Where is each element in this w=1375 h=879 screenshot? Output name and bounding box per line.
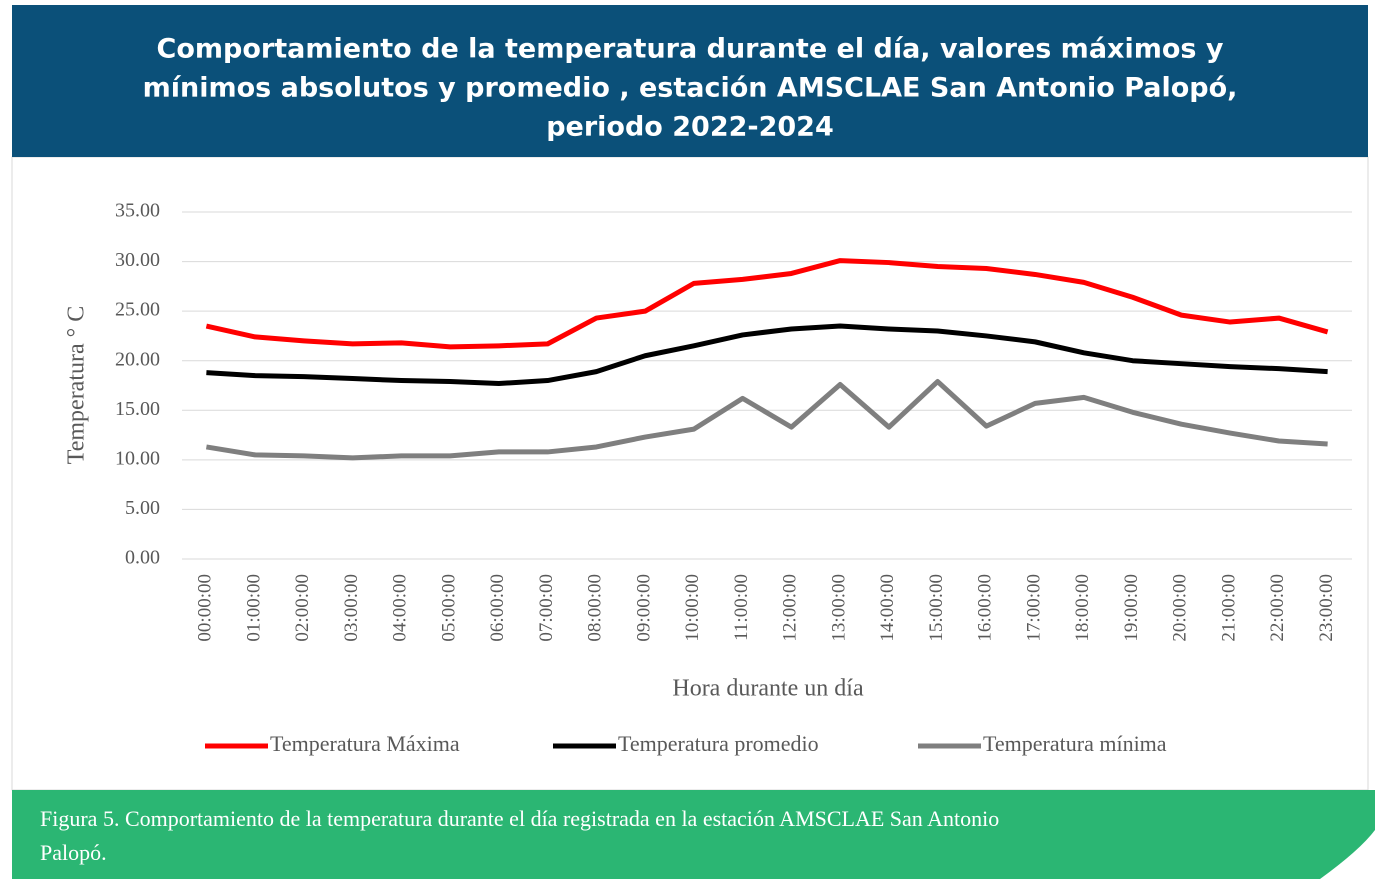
x-tick-label: 13:00:00 (828, 574, 849, 642)
x-tick-label: 19:00:00 (1121, 574, 1142, 642)
x-tick-label: 07:00:00 (536, 574, 557, 642)
series-line (205, 379, 1328, 461)
legend-label: Temperatura Máxima (270, 731, 460, 756)
x-tick-label: 10:00:00 (682, 574, 703, 642)
x-tick-label: 17:00:00 (1023, 574, 1044, 642)
chart-title: Comportamiento de la temperatura durante… (157, 34, 1224, 65)
x-tick-label: 15:00:00 (926, 574, 947, 642)
caption: Palopó. (40, 840, 107, 865)
legend-label: Temperatura promedio (618, 731, 819, 756)
x-tick-label: 21:00:00 (1218, 574, 1239, 642)
x-tick-label: 04:00:00 (390, 574, 411, 642)
y-tick-label: 0.00 (125, 547, 160, 569)
caption-band (12, 790, 1375, 879)
y-tick-label: 15.00 (115, 398, 160, 420)
x-tick-label: 02:00:00 (292, 574, 313, 642)
chart-frame (11, 156, 1369, 791)
x-axis-label: Hora durante un día (672, 676, 864, 702)
x-tick-label: 12:00:00 (780, 574, 801, 642)
x-tick-label: 05:00:00 (438, 574, 459, 642)
y-tick-label: 30.00 (115, 249, 160, 271)
y-tick-label: 20.00 (115, 348, 160, 370)
x-tick-label: 08:00:00 (585, 574, 606, 642)
x-tick-label: 06:00:00 (487, 574, 508, 642)
x-tick-label: 18:00:00 (1072, 574, 1093, 642)
caption: Figura 5. Comportamiento de la temperatu… (40, 806, 999, 831)
x-tick-label: 09:00:00 (633, 574, 654, 642)
header (12, 5, 1368, 157)
y-axis-label: Temperatura ° C (64, 306, 90, 465)
y-tick-label: 10.00 (115, 447, 160, 469)
series-line (205, 258, 1329, 350)
x-tick-label: 03:00:00 (341, 574, 362, 642)
y-tick-label: 25.00 (115, 299, 160, 321)
x-tick-label: 00:00:00 (195, 574, 216, 642)
chart-title: mínimos absolutos y promedio , estación … (143, 73, 1238, 104)
x-tick-label: 14:00:00 (877, 574, 898, 642)
x-tick-label: 16:00:00 (975, 574, 996, 642)
chart-title: periodo 2022-2024 (546, 112, 834, 143)
x-tick-label: 23:00:00 (1316, 574, 1337, 642)
y-tick-label: 5.00 (125, 497, 160, 519)
legend-label: Temperatura mínima (983, 731, 1167, 756)
y-tick-label: 35.00 (115, 200, 160, 222)
x-tick-label: 01:00:00 (243, 574, 264, 642)
x-tick-label: 22:00:00 (1267, 574, 1288, 642)
x-tick-label: 11:00:00 (731, 574, 752, 641)
x-tick-label: 20:00:00 (1170, 574, 1191, 642)
series-line (206, 323, 1328, 387)
